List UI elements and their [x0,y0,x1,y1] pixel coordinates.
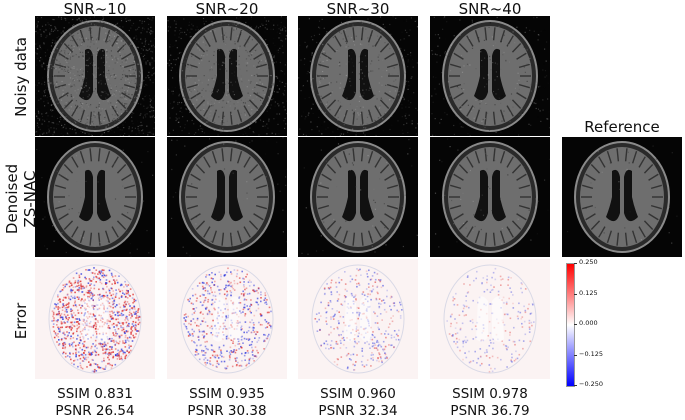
colorbar-tickmark [574,263,577,264]
colorbar-tickmark [574,324,577,325]
colorbar-tickmark [574,355,577,356]
ventricle-shape [476,296,504,341]
colorbar-tick-label: −0.250 [579,381,603,388]
denoised-image-panel [298,137,418,257]
colorbar-tick-label: −0.125 [579,351,603,358]
error-map-panel [35,259,155,379]
psnr-value: PSNR 32.34 [298,403,418,420]
brain-tissue [185,147,269,247]
error-map-panel [298,259,418,379]
metrics-snr10: SSIM 0.831 PSNR 26.54 [35,386,155,420]
noisy-image-panel [167,16,287,136]
row-label-denoised-line1: Denoised [3,154,21,244]
psnr-value: PSNR 26.54 [35,403,155,420]
row-label-error: Error [12,276,30,366]
row-label-noisy: Noisy data [12,32,30,122]
noisy-image-panel [35,16,155,136]
error-map-panel [167,259,287,379]
ssim-value: SSIM 0.960 [298,386,418,403]
reference-title: Reference [562,118,682,136]
brain-tissue [53,147,137,247]
colorbar-tick-label: 0.125 [579,290,598,297]
denoised-image-panel [430,137,550,257]
brain-tissue [316,147,400,247]
denoised-image-panel [167,137,287,257]
ssim-value: SSIM 0.831 [35,386,155,403]
metrics-snr40: SSIM 0.978 PSNR 36.79 [430,386,550,420]
psnr-value: PSNR 30.38 [167,403,287,420]
skull-outline [444,265,536,373]
error-colorbar [566,263,575,387]
colorbar-tick-label: 0.250 [579,259,598,266]
brain-tissue [316,26,400,126]
brain-tissue [448,26,532,126]
brain-tissue [185,26,269,126]
noisy-image-panel [298,16,418,136]
colorbar-tickmark [574,385,577,386]
metrics-snr30: SSIM 0.960 PSNR 32.34 [298,386,418,420]
psnr-value: PSNR 36.79 [430,403,550,420]
skull-outline [181,265,273,373]
brain-tissue [448,147,532,247]
colorbar-tickmark [574,294,577,295]
colorbar-tick-label: 0.000 [579,320,598,327]
ssim-value: SSIM 0.978 [430,386,550,403]
reference-image-panel [562,137,682,257]
brain-tissue [580,147,664,247]
denoised-image-panel [35,137,155,257]
noisy-image-panel [430,16,550,136]
metrics-snr20: SSIM 0.935 PSNR 30.38 [167,386,287,420]
error-map-panel [430,259,550,379]
ssim-value: SSIM 0.935 [167,386,287,403]
row-label-denoised: Denoised ZS-NAC [3,154,39,244]
ventricle-shape [213,296,241,341]
